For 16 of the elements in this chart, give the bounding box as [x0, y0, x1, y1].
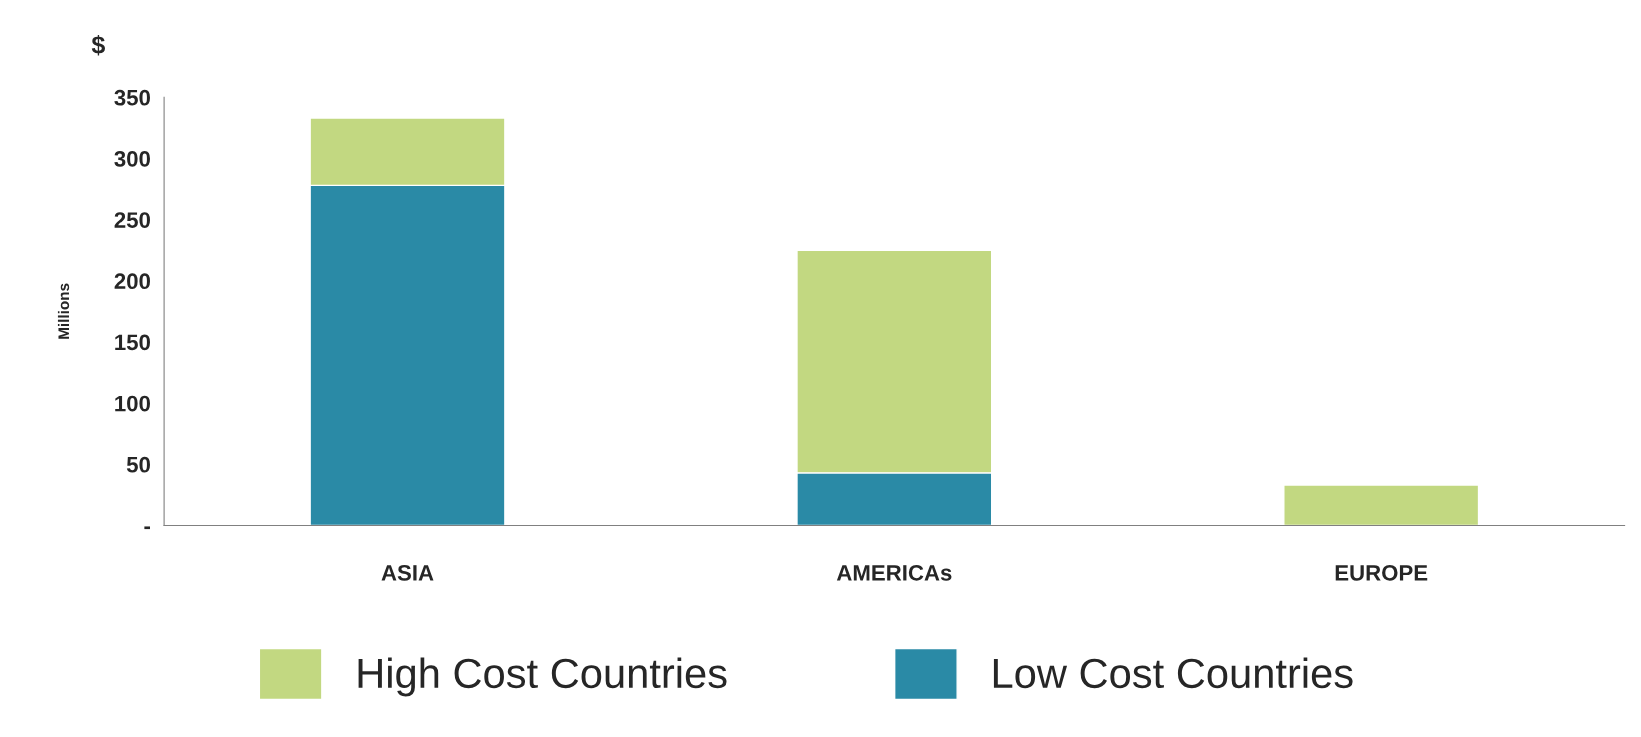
y-tick-label: -: [144, 526, 151, 530]
x-tick-label: EUROPE: [1335, 564, 1428, 581]
y-tick-label: 150: [115, 334, 150, 351]
bar: [1283, 484, 1480, 526]
y-tick-label: 300: [114, 150, 150, 167]
legend-label: High Cost Countries: [358, 657, 727, 697]
x-tick-label: ASIA: [381, 564, 434, 581]
y-tick-label: 200: [114, 273, 150, 290]
x-tick-label: AMERICAs: [836, 564, 952, 581]
y-tick-label: 100: [115, 395, 150, 412]
y-axis-title: Millions: [57, 283, 70, 339]
y-tick-label: 250: [114, 212, 150, 228]
text: $: [91, 35, 105, 56]
y-tick-label: 350: [114, 89, 150, 106]
y-tick-label: 50: [126, 456, 150, 473]
legend-label: Low Cost Countries: [993, 657, 1353, 689]
